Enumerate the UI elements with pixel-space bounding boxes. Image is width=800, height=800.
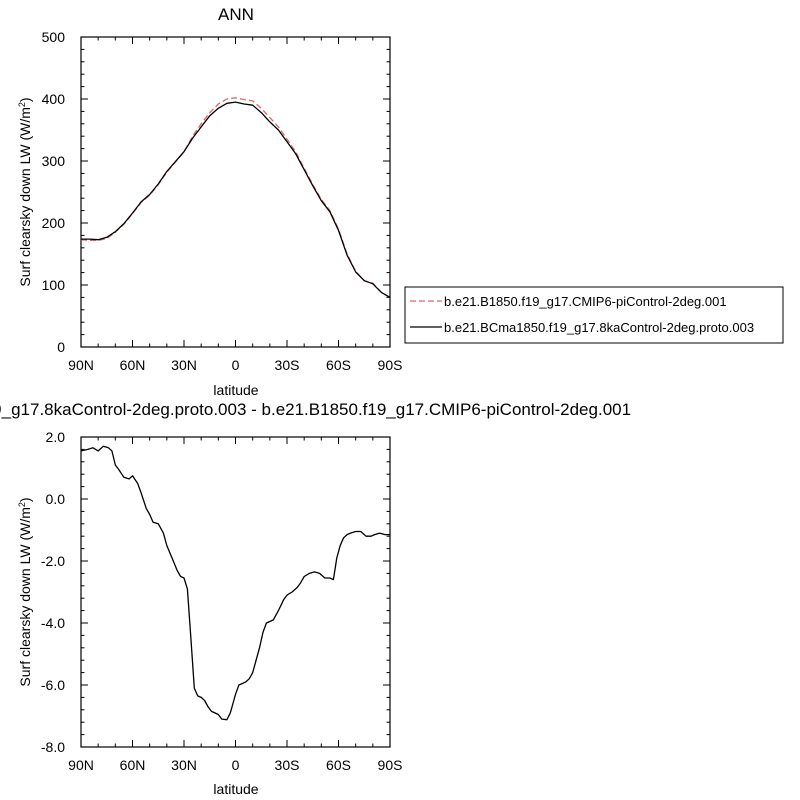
top-chart-title: ANN: [218, 5, 254, 24]
bottom-chart-x-axis-label: latitude: [213, 781, 258, 797]
top-chart-x-axis-label: latitude: [213, 382, 258, 398]
bottom-chart-y-tick-label: -2.0: [41, 553, 65, 569]
top-chart-y-tick-label: 400: [42, 91, 66, 107]
bottom-chart-y-tick-label: -8.0: [41, 739, 65, 755]
top-chart-y-tick-label: 200: [42, 215, 66, 231]
bottom-chart-y-tick-label: 2.0: [46, 429, 66, 445]
top-chart-panel: ANN 90N 60N 30N 0 30S 60S 90S0100200300400500 …: [17, 5, 784, 398]
legend-label-series-1: b.e21.B1850.f19_g17.CMIP6-piControl-2deg…: [444, 294, 727, 309]
top-chart-series-line-2: [81, 101, 391, 298]
legend-label-series-2: b.e21.BCma1850.f19_g17.8kaControl-2deg.p…: [444, 320, 754, 335]
top-chart-x-tick-label: 90S: [378, 357, 403, 373]
bottom-chart-y-tick-label: -6.0: [41, 677, 65, 693]
bottom-chart-series-line-1: [80, 445, 390, 721]
bottom-chart-frame: [80, 436, 391, 748]
top-chart-y-axis-label: Surf clearsky down LW (W/m2): [17, 97, 33, 286]
bottom-chart-panel: b.e21.BCma1850.f19_g17.8kaControl-2deg.p…: [0, 400, 631, 797]
top-chart-x-tick-label: 30N: [171, 357, 197, 373]
bottom-chart-title: b.e21.BCma1850.f19_g17.8kaControl-2deg.p…: [0, 400, 631, 419]
bottom-chart-x-tick-label: 90N: [68, 757, 94, 773]
bottom-chart-y-tick-label: 0.0: [46, 491, 66, 507]
bottom-chart-x-tick-label: 90S: [378, 757, 403, 773]
top-chart-x-tick-label: 60N: [120, 357, 146, 373]
top-chart-x-tick-label: 30S: [275, 357, 300, 373]
bottom-chart-x-tick-label: 60N: [120, 757, 146, 773]
bottom-chart-x-tick-label: 60S: [326, 757, 351, 773]
legend-box: [404, 286, 784, 344]
top-chart-y-tick-label: 100: [42, 277, 66, 293]
bottom-chart-plot-area: 90N 60N 30N 0 30S 60S 90S -8.0 -6.0 -4.0 -2.0 0.0 2.…: [41, 429, 403, 773]
top-chart-x-tick-label: 90N: [68, 357, 94, 373]
top-chart-frame: [80, 36, 391, 348]
top-chart-plot-area: 90N 60N 30N 0 30S 60S 90S 0 100 200 300 400 500: [42, 29, 403, 373]
top-chart-y-tick-label: 300: [42, 153, 66, 169]
top-chart-series-line-1: [80, 97, 391, 298]
bottom-chart-y-tick-label: -4.0: [41, 615, 65, 631]
bottom-chart-x-tick-label: 30N: [171, 757, 197, 773]
bottom-chart-x-tick-label: 30S: [275, 757, 300, 773]
top-chart-x-tick-label: 0: [232, 357, 240, 373]
top-chart-x-tick-label: 60S: [326, 357, 351, 373]
bottom-chart-x-tick-label: 0: [232, 757, 240, 773]
top-chart-y-tick-label: 0: [57, 339, 65, 355]
top-chart-legend: b.e21.B1850.f19_g17.CMIP6-piControl-2deg…: [404, 286, 784, 344]
bottom-chart-y-axis-label: Surf clearsky down LW (W/m2): [17, 497, 33, 686]
top-chart-y-tick-label: 500: [42, 29, 66, 45]
